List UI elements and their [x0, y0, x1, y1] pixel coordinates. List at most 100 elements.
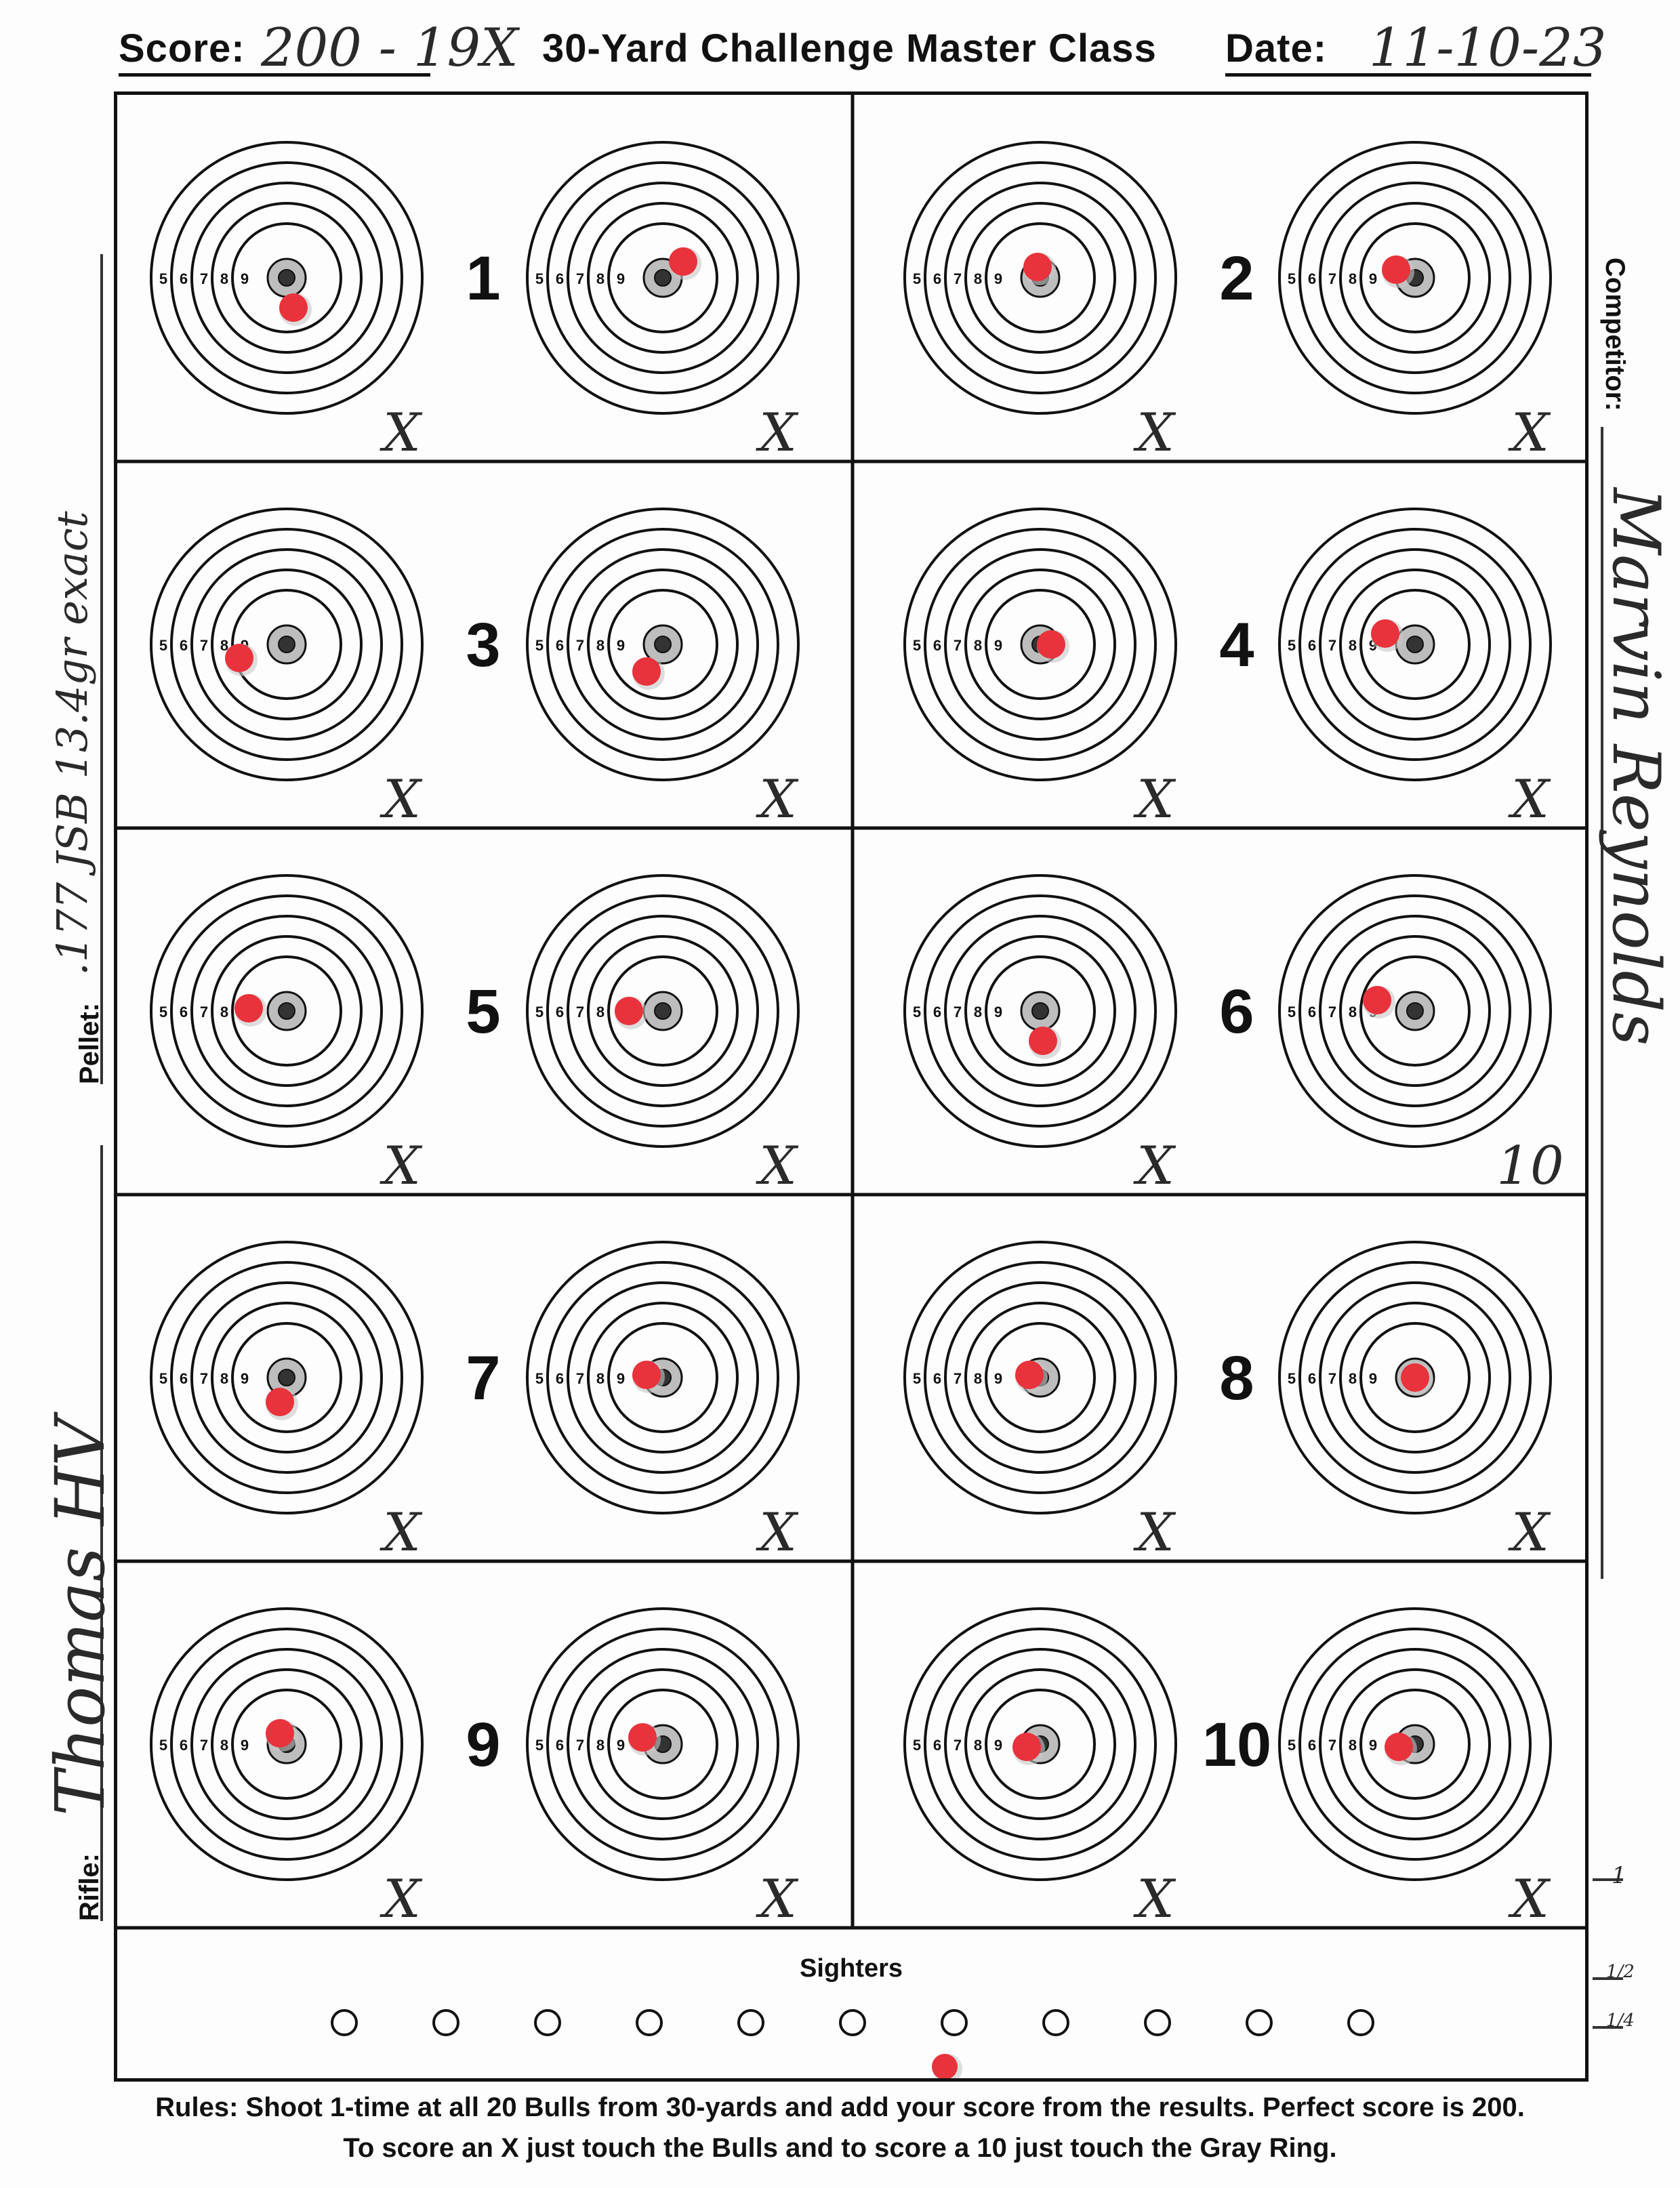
- target-ring: [1278, 1607, 1552, 1881]
- target-ring: [150, 1607, 424, 1881]
- ring-label: 8: [596, 270, 605, 287]
- ring-label: 5: [1288, 1004, 1296, 1020]
- target-ring: [1319, 548, 1511, 741]
- pellet-hit: [1012, 1733, 1041, 1761]
- ring-label: 5: [535, 270, 544, 287]
- target-pair-3: 56789X56789X3: [150, 508, 800, 830]
- target-pair-1: 5 6 7 8 9X5 6 7 8 9X1: [150, 141, 800, 463]
- target-ring: [903, 1241, 1177, 1514]
- target-ring: [231, 589, 342, 700]
- ring-label: 5: [159, 1004, 167, 1020]
- target-ring: [190, 915, 383, 1107]
- target-ring: [924, 528, 1157, 761]
- ring-label: 8: [974, 1004, 982, 1020]
- ring-label: 7: [576, 1004, 584, 1020]
- target-pair-7: 5 6 7 8 9X5 6 7 8 9X7: [150, 1241, 800, 1563]
- target-ring: [1298, 528, 1532, 761]
- target-ring: [903, 874, 1177, 1148]
- target-ring: [964, 1302, 1116, 1453]
- target-ring: [903, 1607, 1177, 1881]
- ruler-note-2: 1/2: [1606, 1962, 1635, 1982]
- target-ring: [526, 1241, 800, 1514]
- pair-number: 8: [1219, 1344, 1254, 1413]
- ring-label: 5: [159, 1737, 167, 1754]
- ring-label: 5: [1288, 1737, 1296, 1754]
- ring-label: 8: [220, 1004, 228, 1020]
- score-underline: [119, 73, 430, 77]
- ring-label: 8: [974, 637, 982, 654]
- rules-line-1: Rules: Shoot 1-time at all 20 Bulls from…: [155, 2092, 1525, 2122]
- ring-label: 7: [1328, 1370, 1336, 1387]
- target-ring: [1339, 569, 1491, 720]
- target-ring: [1278, 141, 1552, 415]
- target-ring: [985, 955, 1096, 1067]
- target-ring: [150, 874, 424, 1148]
- ring-label: 8: [1349, 1370, 1357, 1387]
- ring-label: 7: [200, 1370, 208, 1387]
- pellet-hit: [1371, 619, 1399, 648]
- ring-label: 9: [1369, 270, 1377, 287]
- target-ring: [546, 894, 779, 1128]
- target-ring: [1359, 955, 1471, 1067]
- bull-center: [654, 636, 672, 653]
- target-ring: [1278, 508, 1552, 781]
- sighter-bull: [941, 2009, 968, 2036]
- target-ring: [211, 569, 363, 720]
- sighter-bull: [1347, 2009, 1374, 2036]
- score-mark: X: [1132, 769, 1176, 830]
- target-ring: [567, 548, 759, 741]
- target-sheet: 56789X56789X156789X56789X256789X56789X35…: [114, 91, 1589, 2082]
- ring-label: 8: [974, 1737, 982, 1754]
- target-ring: [1298, 1628, 1532, 1861]
- ring-label: 8: [596, 1737, 605, 1754]
- target-ring: [231, 955, 342, 1067]
- target-ring: [924, 894, 1157, 1128]
- ring-label: 9: [241, 270, 249, 287]
- ring-label: 9: [994, 1004, 1002, 1020]
- target-ring: [546, 528, 779, 761]
- target-ring: [1319, 1281, 1511, 1474]
- target-ring: [231, 222, 342, 333]
- target-ring: [1339, 202, 1491, 354]
- ruler-note-3: 1/4: [1606, 2010, 1635, 2031]
- sighter-hit: [932, 2054, 958, 2078]
- ring-label: 5: [1288, 1370, 1296, 1387]
- ring-label: 8: [974, 270, 982, 287]
- page-title: 30-Yard Challenge Master Class: [542, 26, 1157, 70]
- ring-label: 6: [933, 637, 941, 654]
- pellet-hit: [279, 293, 308, 322]
- score-mark: 10: [1496, 1136, 1563, 1197]
- bull-center: [654, 269, 672, 287]
- target-ring: [944, 548, 1136, 741]
- ring-label: 6: [180, 270, 188, 287]
- target-ring: [170, 1261, 403, 1494]
- date-underline: [1225, 73, 1591, 77]
- target-ring: [964, 1668, 1116, 1820]
- target-ring: [1339, 935, 1491, 1087]
- ring-label: 7: [1328, 1737, 1336, 1754]
- target-pair-2: 5 6 7 8 9X5 6 7 8 9X2: [903, 141, 1552, 463]
- ring-label: 7: [1328, 637, 1336, 654]
- ring-label: 7: [576, 270, 584, 287]
- ring-label: 5: [1288, 270, 1296, 287]
- score-value: 200 - 19X: [261, 18, 518, 79]
- sighter-bull: [1144, 2009, 1171, 2036]
- score-mark: X: [379, 1502, 423, 1563]
- target-ring: [985, 1689, 1096, 1800]
- target-ring: [903, 508, 1177, 781]
- score-mark: X: [379, 1136, 423, 1197]
- score-mark: X: [755, 402, 799, 463]
- pellet-hit: [1023, 253, 1052, 281]
- target-ring: [150, 1241, 424, 1514]
- pair-number: 6: [1219, 977, 1254, 1046]
- pair-number: 2: [1219, 244, 1254, 313]
- target-ring: [964, 569, 1116, 720]
- target-ring: [546, 161, 779, 394]
- competitor-label: Competitor:: [1600, 257, 1630, 411]
